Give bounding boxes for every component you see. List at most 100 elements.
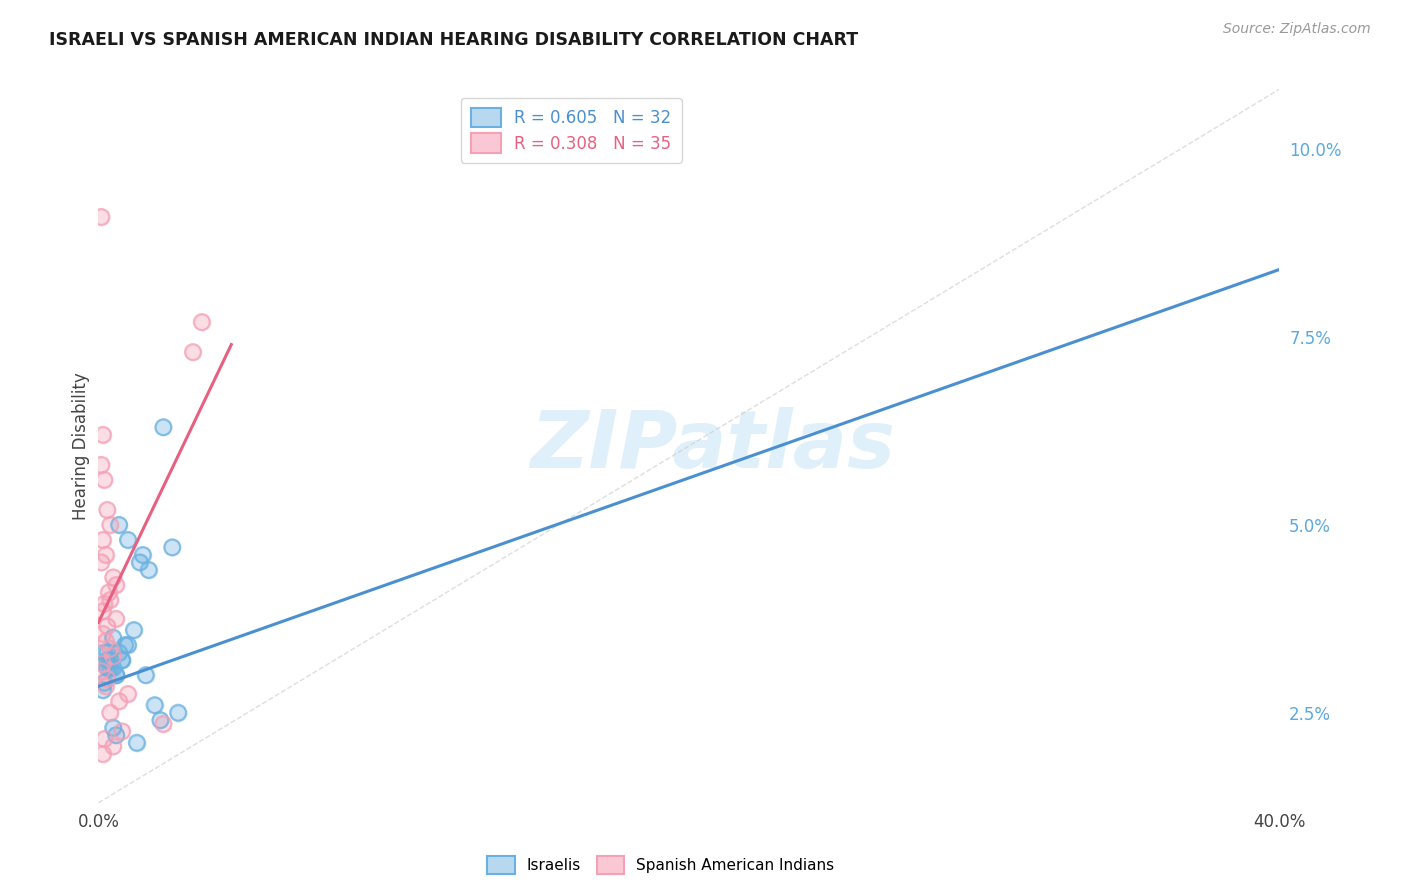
Point (152, 717, 174, 731)
Point (103, 721, 125, 735)
Point (94, 634, 117, 648)
Point (117, 533, 139, 547)
Point (98, 706, 121, 720)
Point (96, 619, 118, 633)
Point (91, 427, 114, 442)
Point (181, 345, 204, 359)
Point (98, 653, 121, 667)
Point (93, 675, 115, 690)
Point (97, 585, 120, 599)
Point (135, 668, 157, 682)
Point (90, 556, 112, 570)
Point (152, 420, 174, 434)
Point (152, 420, 174, 434)
Point (138, 563, 160, 577)
Point (105, 668, 128, 682)
Point (91, 657, 114, 671)
Point (90, 210, 112, 224)
Point (98, 660, 121, 674)
Point (125, 736, 148, 750)
Point (128, 556, 150, 570)
Point (135, 668, 157, 682)
Point (111, 653, 134, 667)
Point (97, 585, 120, 599)
Point (103, 631, 125, 645)
Point (132, 548, 155, 562)
Point (105, 578, 128, 592)
Point (117, 638, 139, 652)
Point (93, 731, 115, 746)
Point (94, 548, 117, 562)
Point (149, 713, 172, 727)
Point (98, 660, 121, 674)
Point (111, 653, 134, 667)
Point (105, 612, 128, 626)
Point (138, 563, 160, 577)
Point (93, 597, 115, 611)
Point (91, 683, 114, 698)
Point (93, 646, 115, 660)
Point (167, 706, 190, 720)
Point (90, 210, 112, 224)
Point (98, 641, 121, 656)
Text: ISRAELI VS SPANISH AMERICAN INDIAN HEARING DISABILITY CORRELATION CHART: ISRAELI VS SPANISH AMERICAN INDIAN HEARI… (49, 31, 858, 49)
Point (111, 724, 134, 739)
Point (117, 687, 139, 701)
Point (91, 427, 114, 442)
Point (96, 653, 118, 667)
Text: ZIPatlas: ZIPatlas (530, 407, 896, 485)
Point (143, 698, 166, 713)
Point (149, 713, 172, 727)
Point (105, 668, 128, 682)
Point (103, 570, 125, 584)
Point (105, 728, 128, 742)
Point (98, 593, 121, 607)
Point (103, 649, 125, 664)
Point (167, 706, 190, 720)
Point (117, 638, 139, 652)
Point (117, 687, 139, 701)
Point (152, 717, 174, 731)
Point (111, 653, 134, 667)
Point (98, 593, 121, 607)
Point (93, 675, 115, 690)
Point (91, 604, 114, 618)
Point (111, 724, 134, 739)
Point (108, 517, 131, 532)
Point (191, 315, 214, 329)
Legend: Israelis, Spanish American Indians: Israelis, Spanish American Indians (481, 850, 841, 880)
Point (108, 694, 131, 708)
Point (91, 604, 114, 618)
Point (103, 631, 125, 645)
Point (90, 665, 112, 679)
Point (122, 623, 145, 637)
Point (181, 345, 204, 359)
Point (114, 638, 136, 652)
Point (90, 458, 112, 472)
Point (105, 728, 128, 742)
Point (122, 623, 145, 637)
Point (96, 646, 118, 660)
Point (96, 660, 118, 674)
Point (96, 672, 118, 686)
Point (90, 556, 112, 570)
Point (98, 706, 121, 720)
Point (91, 533, 114, 547)
Point (94, 679, 117, 693)
Point (162, 541, 183, 555)
Legend: R = 0.605   N = 32, R = 0.308   N = 35: R = 0.605 N = 32, R = 0.308 N = 35 (461, 97, 682, 162)
Point (91, 747, 114, 761)
Point (103, 721, 125, 735)
Point (90, 665, 112, 679)
Point (94, 679, 117, 693)
Point (132, 548, 155, 562)
Point (93, 473, 115, 487)
Point (93, 731, 115, 746)
Point (91, 627, 114, 641)
Point (96, 619, 118, 633)
Point (108, 517, 131, 532)
Point (191, 315, 214, 329)
Point (91, 657, 114, 671)
Point (98, 517, 121, 532)
Point (96, 646, 118, 660)
